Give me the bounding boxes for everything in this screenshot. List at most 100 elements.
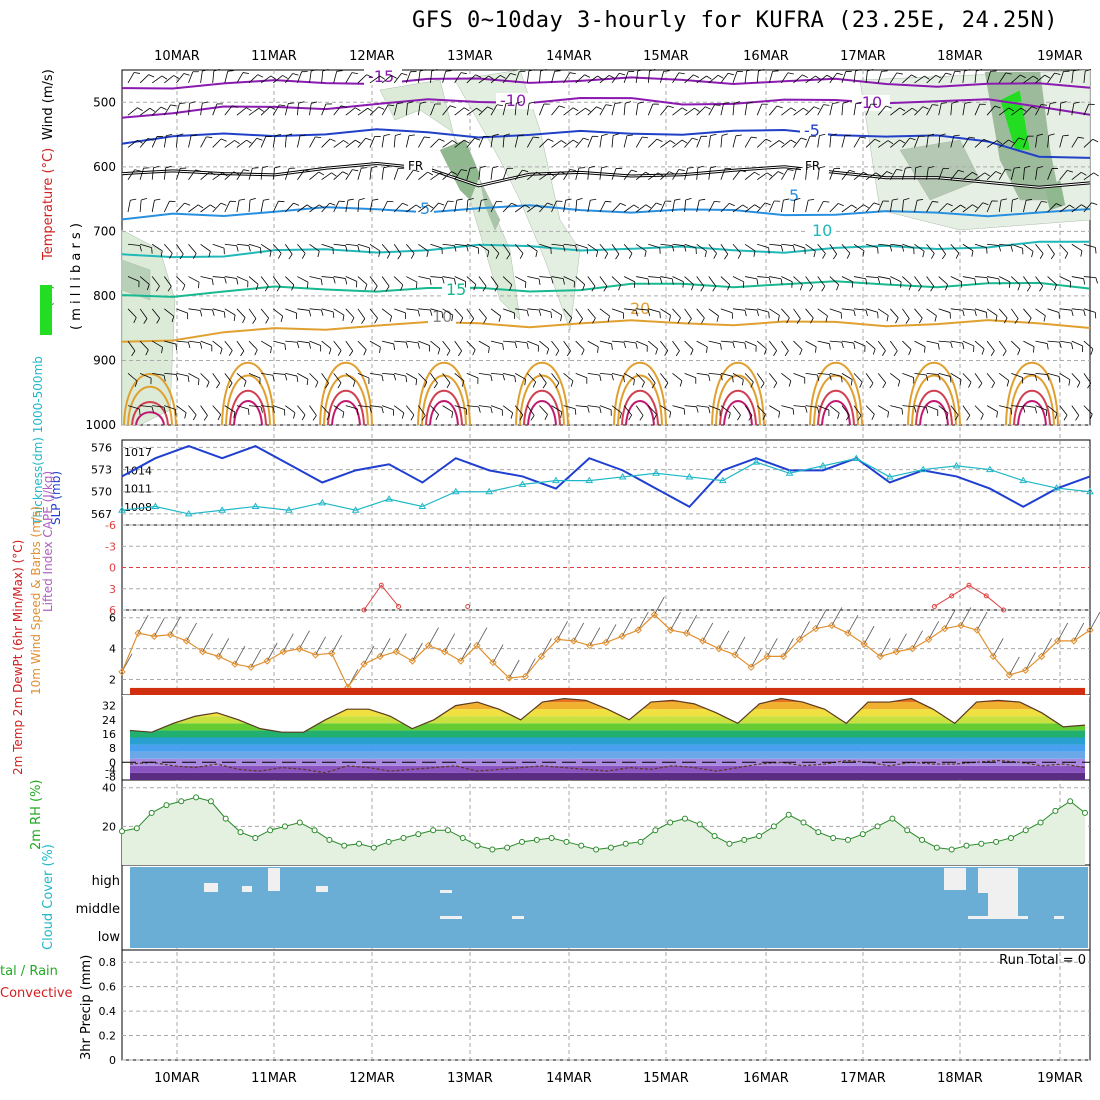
wind-barb-flag [787,72,794,75]
wind-barb [224,405,236,413]
wind-barb-flag [333,277,336,284]
wind-barb-flag [473,284,477,291]
wind-barb [841,170,850,180]
rh-marker [252,834,259,841]
wind-barb [575,276,585,285]
wind-barb-flag [995,315,998,322]
wind-barb [478,308,487,319]
wind-barb [502,135,505,148]
wind-barb [284,244,293,255]
wind-barb [309,243,320,252]
wind-barb [1047,168,1053,180]
wind-barb [732,71,738,84]
rh-marker [756,833,763,840]
wind-barb-flag [252,167,259,169]
wind-barb-flag [964,69,971,72]
wind-barb [369,200,373,213]
wind-barb-flag [780,245,784,252]
wind-barb-flag [799,284,803,291]
wind-barb-flag [706,346,708,353]
wind-barb [829,340,842,343]
wind-barb [272,167,276,180]
thickness-tick: 570 [91,486,112,499]
wind-barb-flag [179,253,184,260]
wind-barb-flag [778,140,785,145]
wind-barb-flag [687,318,692,324]
wind-barb [1059,204,1070,213]
wind-barb [381,244,391,254]
wind-barb [720,372,733,377]
wind-barb-flag [887,140,894,145]
wind-barb [853,340,866,347]
wind-barb-flag [760,382,765,389]
wind-barb [793,340,803,350]
wind-barb-flag [354,107,361,112]
wind-barb [514,135,519,148]
wind-barb [635,204,647,213]
isotherm-fr-inner [121,162,1091,188]
wind-barb-flag [280,316,284,323]
wind-barb [950,135,955,148]
wind-barb [430,308,443,313]
wind-barb [708,74,719,84]
wind-barb [139,200,142,213]
date-label-top: 12MAR [349,49,395,64]
wind-barb [454,308,464,318]
wind-barb [369,106,379,116]
thickness-marker [752,458,761,465]
wind-barb-flag [596,106,603,110]
wind-barb [539,340,549,350]
wind-barb [611,203,621,213]
wind-barb-flag [889,278,892,285]
wind-barb [261,405,274,408]
wind-barb [914,75,925,84]
wind-barb-flag [143,318,148,324]
wind-barb-flag [151,406,154,413]
wind-barb-flag [337,350,342,356]
wind-barb-flag [208,251,211,258]
wind-barb [805,405,818,408]
wind-barb-flag [924,346,926,353]
wind-barb [321,138,331,148]
wind-barb [720,308,733,314]
wind-barb [732,244,742,254]
wind-barb [418,405,426,416]
wind-barb [635,243,647,252]
wind-barb [817,244,826,254]
wind-barb [817,308,828,317]
wind-barb-flag [373,285,378,292]
wind-barb [769,405,780,413]
wind-barb-flag [248,408,250,415]
wind-barb-flag [306,282,309,289]
warm-loop [613,362,667,426]
wind-barb [382,372,395,375]
wind-barb-flag [826,74,833,79]
wind-barb-flag [318,204,325,209]
wind-barb-flag [1020,74,1026,79]
wind-barb [611,168,617,180]
surface-wind-barb [589,627,601,646]
wind-barb-flag [1090,348,1094,355]
wind-barb [514,405,524,416]
rh-marker [593,846,600,853]
wind-barb-flag [796,318,801,324]
wind-barb-flag [784,350,789,357]
wind-barb [1047,405,1058,414]
wind-barb [357,168,362,180]
thickness-marker [184,509,193,517]
wind-barb-flag [637,69,644,72]
wind-barb [200,171,211,181]
wind-barb-flag [288,102,295,104]
surface-wind-barb [960,607,972,626]
wind-barb [1071,171,1082,181]
wind-barb [926,74,937,84]
wind-barb [188,71,194,84]
wind-barb-flag [874,138,881,143]
wind-barb [1059,135,1064,148]
surface-wind-barb [282,633,294,652]
wind-barb [817,276,826,287]
wind-barb-flag [361,167,368,169]
wind-barb-flag [656,202,662,206]
wind-barb-flag [1033,346,1035,353]
wind-barb [490,276,499,287]
